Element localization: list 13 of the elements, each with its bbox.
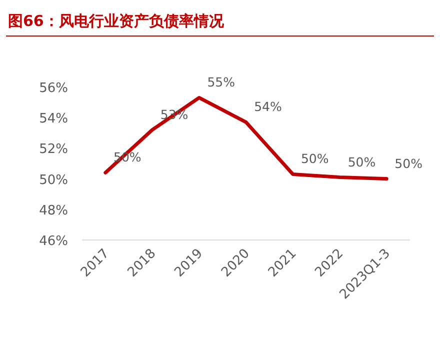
data-label: 50%	[300, 151, 329, 166]
data-label: 55%	[207, 74, 236, 90]
data-label: 50%	[348, 154, 376, 170]
y-tick-label: 54%	[39, 112, 68, 127]
y-tick-label: 52%	[39, 142, 68, 158]
line-series	[104, 96, 388, 181]
chart-title: 图66：风电行业资产负债率情况	[8, 12, 225, 30]
y-tick-label: 48%	[39, 203, 68, 218]
y-tick-label: 50%	[39, 172, 68, 188]
y-tick-label: 56%	[39, 81, 68, 96]
data-label: 50%	[394, 156, 423, 171]
y-tick-label: 46%	[39, 234, 68, 249]
data-label: 54%	[254, 99, 282, 114]
